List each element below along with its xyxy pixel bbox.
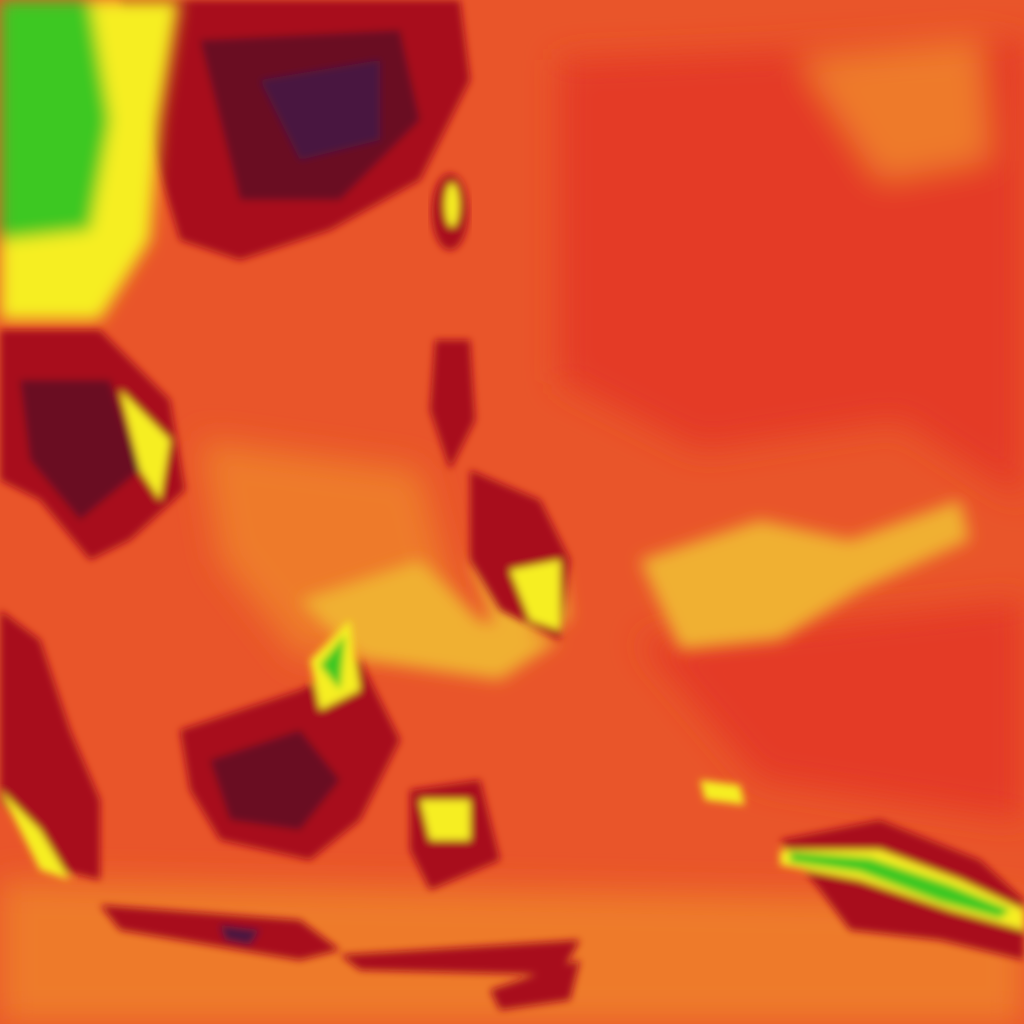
region-shape xyxy=(120,390,170,500)
region-shape xyxy=(780,850,1024,930)
region-shape xyxy=(0,790,70,880)
region-shape xyxy=(510,560,560,630)
region-shape xyxy=(640,600,1024,820)
region-shape xyxy=(430,340,475,470)
land-taiwan xyxy=(432,174,468,250)
region-shape xyxy=(210,730,340,830)
region-shape xyxy=(490,960,580,1010)
region-shape xyxy=(700,780,745,805)
land-sulawesi xyxy=(410,780,500,890)
region-shape xyxy=(100,905,340,960)
region-shape xyxy=(420,800,470,840)
land-sumatra xyxy=(0,610,100,880)
land-java-lesser-sunda xyxy=(100,905,580,1010)
region-shape xyxy=(445,183,459,227)
land-borneo xyxy=(180,620,400,860)
land-inland-china xyxy=(0,0,180,320)
region-shape xyxy=(220,925,260,945)
region-shape xyxy=(300,560,560,680)
land-philippines xyxy=(430,340,570,640)
land-indochina xyxy=(0,330,185,560)
region-shape xyxy=(0,0,110,240)
region-shape xyxy=(260,60,380,160)
region-shape xyxy=(20,380,140,520)
land-south-china xyxy=(120,0,470,260)
region-shape xyxy=(0,610,100,880)
region-shape xyxy=(340,940,580,975)
land-new-guinea xyxy=(700,780,1024,960)
region-shape xyxy=(640,500,970,650)
region-shape xyxy=(800,40,990,180)
region-shape xyxy=(790,852,1010,918)
region-shape xyxy=(320,635,345,690)
